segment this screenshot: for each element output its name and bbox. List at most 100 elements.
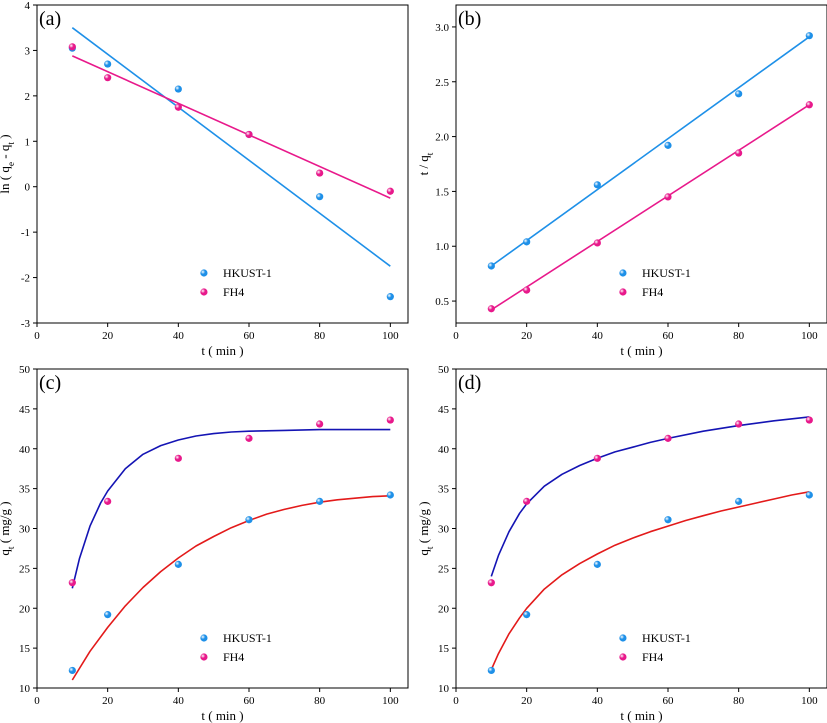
x-tick-label: 100 [382, 695, 399, 707]
fit-line-fh4 [490, 104, 810, 311]
y-tick-label: 15 [438, 643, 450, 655]
x-tick-label: 60 [244, 330, 256, 342]
x-tick-label: 20 [521, 695, 533, 707]
data-point-hkust-1 [805, 491, 813, 499]
legend-label: FH4 [223, 650, 244, 664]
fit-line-hkust-1 [71, 27, 391, 267]
y-tick-label: 4 [25, 0, 31, 12]
data-point-fh4 [593, 454, 601, 462]
y-tick-label: 1.0 [435, 241, 449, 253]
x-tick-label: 0 [34, 330, 40, 342]
x-tick-label: 0 [34, 695, 40, 707]
legend-marker [619, 288, 627, 296]
legend-marker [200, 288, 208, 296]
y-tick-label: -3 [21, 318, 31, 330]
data-point-hkust-1 [523, 238, 531, 246]
data-point-fh4 [174, 103, 182, 111]
y-tick-label: 20 [19, 603, 31, 615]
plot-frame [36, 4, 409, 324]
legend-label: HKUST-1 [223, 631, 272, 645]
chart-panel: 0 20 40 60 80 100 10 15 20 25 30 35 40 45 50 t ( min ) q… [416, 364, 827, 723]
y-tick-label: 40 [19, 444, 31, 456]
data-point-fh4 [593, 239, 601, 247]
fit-line-fh4 [490, 416, 810, 577]
x-tick-label: 20 [521, 330, 533, 342]
y-tick-label: -1 [21, 227, 30, 239]
data-point-fh4 [664, 434, 672, 442]
data-point-hkust-1 [487, 262, 495, 270]
plot-frame [455, 4, 827, 324]
data-point-fh4 [664, 193, 672, 201]
chart-panel: 0 20 40 60 80 100 0.5 1.0 1.5 2.0 2.5 3.0 t ( min ) t… [416, 4, 827, 358]
y-tick-label: 30 [438, 524, 450, 536]
y-tick-label: 45 [19, 404, 31, 416]
x-tick-label: 40 [173, 330, 185, 342]
y-tick-label: 2.5 [435, 77, 449, 89]
data-point-fh4 [104, 497, 112, 505]
data-point-fh4 [487, 579, 495, 587]
x-axis-title: t ( min ) [201, 708, 243, 723]
x-tick-label: 100 [801, 330, 818, 342]
legend-label: FH4 [642, 285, 663, 299]
x-tick-label: 80 [314, 695, 326, 707]
fit-line-hkust-1 [490, 36, 810, 267]
legend-marker [200, 653, 208, 661]
x-tick-label: 60 [663, 330, 675, 342]
data-point-hkust-1 [386, 491, 394, 499]
x-tick-label: 100 [382, 330, 399, 342]
data-point-hkust-1 [174, 560, 182, 568]
y-tick-label: 35 [438, 484, 450, 496]
data-point-fh4 [68, 43, 76, 51]
data-point-fh4 [805, 416, 813, 424]
y-tick-label: 45 [438, 404, 450, 416]
y-axis-title: qt ( mg/g ) [416, 501, 436, 555]
panel-label: (a) [39, 8, 61, 30]
x-axis-title: t ( min ) [201, 343, 243, 358]
y-axis-title: ln ( qe - qt ) [0, 134, 17, 193]
x-tick-label: 60 [244, 695, 256, 707]
data-point-fh4 [174, 454, 182, 462]
fit-line-fh4 [71, 428, 391, 589]
data-point-fh4 [316, 169, 324, 177]
y-tick-label: 25 [19, 563, 31, 575]
y-tick-label: 3 [25, 45, 31, 57]
data-point-hkust-1 [316, 497, 324, 505]
x-axis-title: t ( min ) [620, 708, 662, 723]
data-point-fh4 [523, 286, 531, 294]
data-point-fh4 [735, 149, 743, 157]
y-tick-label: 15 [19, 643, 31, 655]
y-tick-label: 10 [19, 683, 31, 695]
data-point-hkust-1 [386, 293, 394, 301]
legend-marker [619, 634, 627, 642]
x-tick-label: 40 [592, 695, 604, 707]
x-tick-label: 80 [314, 330, 326, 342]
data-point-hkust-1 [104, 611, 112, 619]
data-point-hkust-1 [68, 666, 76, 675]
x-tick-label: 20 [102, 695, 114, 707]
data-point-hkust-1 [805, 32, 813, 40]
y-tick-label: -2 [21, 273, 30, 285]
data-point-hkust-1 [664, 516, 672, 524]
legend-label: FH4 [642, 650, 663, 664]
data-point-hkust-1 [593, 181, 601, 189]
panel-label: (d) [458, 372, 481, 394]
data-point-hkust-1 [664, 141, 672, 149]
data-point-hkust-1 [523, 611, 531, 619]
data-point-fh4 [805, 101, 813, 109]
legend-marker [619, 269, 627, 277]
x-tick-label: 60 [663, 695, 675, 707]
data-point-fh4 [245, 130, 253, 139]
chart-panel: 0 20 40 60 80 100 10 15 20 25 30 35 40 45 50 t ( min ) q… [0, 364, 409, 723]
y-tick-label: 50 [438, 364, 450, 376]
x-tick-label: 100 [801, 695, 818, 707]
legend-label: HKUST-1 [223, 266, 272, 280]
x-tick-label: 0 [453, 695, 459, 707]
data-point-hkust-1 [104, 60, 112, 68]
data-point-hkust-1 [316, 193, 324, 201]
x-tick-label: 80 [733, 695, 745, 707]
x-tick-label: 40 [173, 695, 185, 707]
x-tick-label: 20 [102, 330, 114, 342]
data-point-fh4 [68, 579, 76, 587]
fit-line-hkust-1 [490, 491, 810, 671]
y-tick-label: 2.0 [435, 132, 449, 144]
